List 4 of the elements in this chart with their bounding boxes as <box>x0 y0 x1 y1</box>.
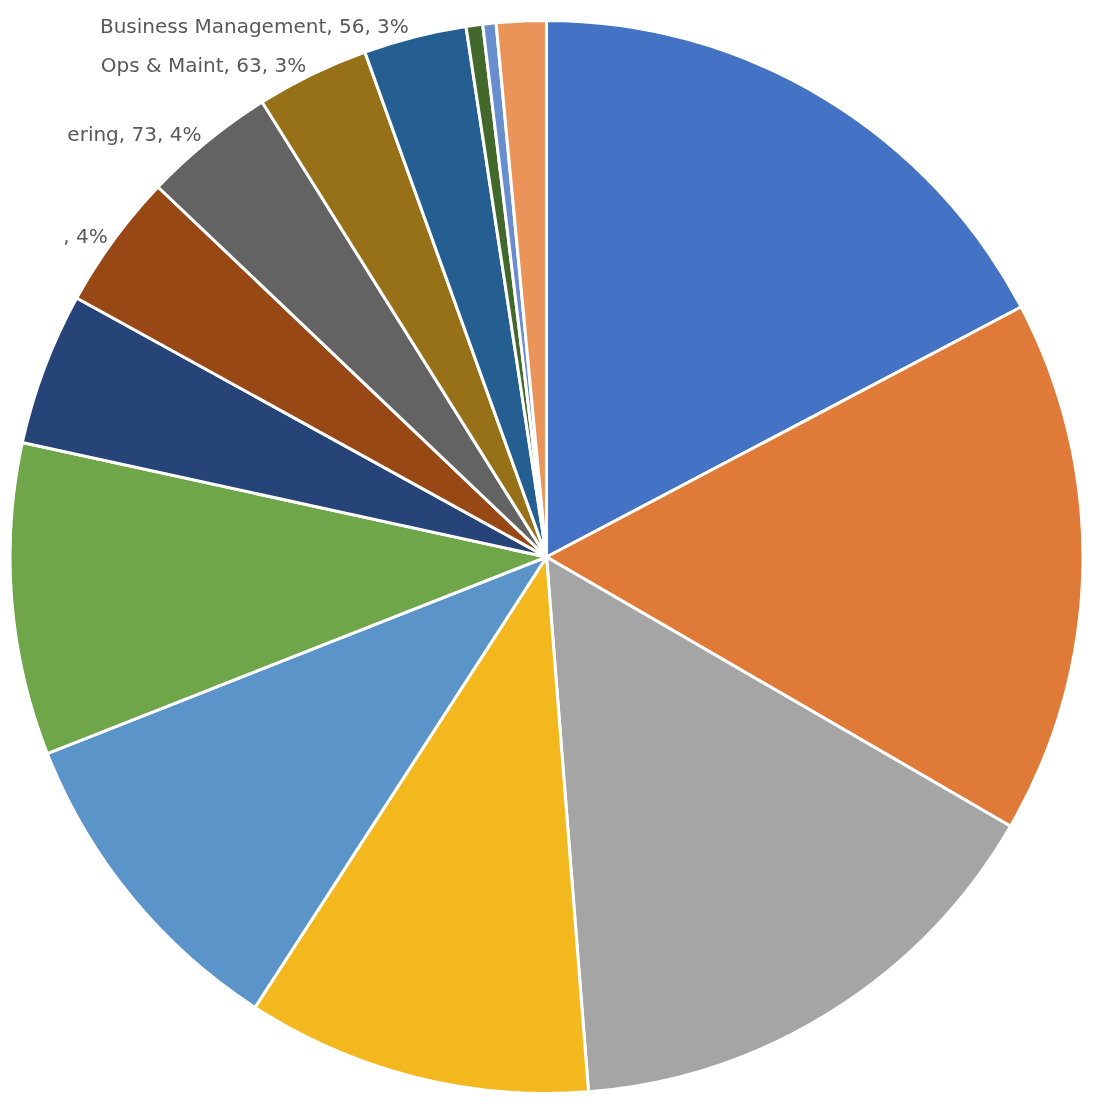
data-label: Business Management, 56, 3% <box>99 13 409 38</box>
data-label: Ops & Maint, 63, 3% <box>100 52 307 77</box>
data-label: , 4% <box>63 223 108 248</box>
data-label: ering, 73, 4% <box>67 122 202 147</box>
